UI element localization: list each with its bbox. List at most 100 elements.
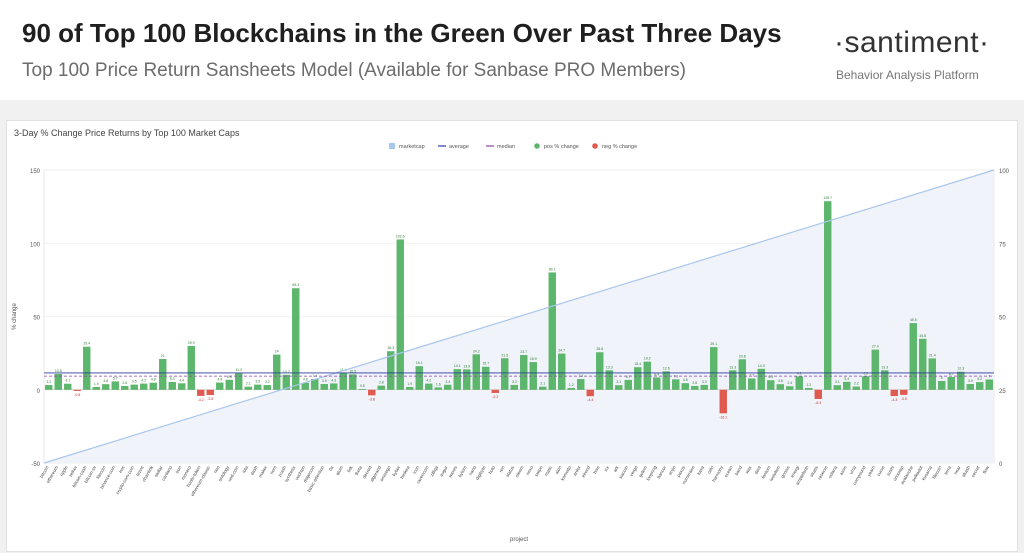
bar-data-label: 1.6 [436,382,441,386]
bar-data-label: 3.4 [445,380,450,384]
bar-positive [235,373,243,390]
x-category-label: ardor [572,465,582,477]
bar-data-label: 10.8 [55,369,62,373]
chart-title: 3-Day % Change Price Returns by Top 100 … [14,128,240,138]
x-category-label: waves [447,464,458,478]
bar-positive [653,377,661,390]
bar-positive [301,382,309,390]
bar-positive [216,382,224,390]
bar-data-label: 20.8 [739,354,746,358]
bar-data-label: 21.5 [501,353,508,357]
bar-data-label: 3.5 [255,380,260,384]
bar-positive [273,354,281,390]
x-category-label: solana [827,465,838,479]
bar-positive [786,386,794,390]
y-tick-label: 150 [30,169,41,175]
bar-data-label: 15.4 [634,362,641,366]
bar-data-label: 11.4 [340,368,347,372]
y2-tick-label: 0 [999,462,1003,468]
x-category-label: litecoin [95,465,107,480]
bar-positive [748,378,756,390]
x-category-label: eos [118,464,126,473]
bar-data-label: 4.1 [65,379,70,383]
bar-positive [691,385,699,390]
bar-data-label: 3.1 [616,380,621,384]
bar-data-label: 7.7 [749,373,754,377]
bar-data-label: 29.9 [188,341,195,345]
x-category-label: bancor [656,465,667,480]
bar-positive [909,323,917,390]
legend-label: median [497,144,515,150]
bar-data-label: 16.1 [416,361,423,365]
x-category-label: lisk [346,464,354,473]
x-category-label: enjin [668,465,677,476]
bar-positive [320,384,328,390]
bar-negative [890,389,898,397]
santiment-logo: ·santiment· [834,26,990,59]
x-category-label: matic [543,464,553,476]
bar-data-label: 24 [275,350,279,354]
bar-data-label: 2.6 [692,381,697,385]
bar-data-label: 4.4 [179,378,184,382]
x-category-label: tron [174,465,182,475]
bar-data-label: 3.9 [968,379,973,383]
bar-data-label: 0.5 [360,384,365,388]
bar-positive [292,288,300,390]
bar-data-label: -4.2 [198,398,204,402]
y-tick-label: 0 [37,389,41,395]
x-category-label: wax [744,464,753,474]
x-category-label: 0x [328,464,335,471]
bar-data-label: 6 [941,376,943,380]
bar-data-label: 9.1 [797,371,802,375]
header: 90 of Top 100 Blockchains in the Green O… [0,0,1024,100]
bar-positive [957,371,965,390]
bar-data-label: 3.3 [702,380,707,384]
bar-data-label: 18.9 [530,357,537,361]
bar-data-label: 4.2 [141,379,146,383]
x-category-label: ocean [723,465,734,479]
x-category-label: gnosis [780,464,791,478]
bar-data-label: 1.9 [407,382,412,386]
legend-swatch [534,143,540,149]
bar-positive [244,386,252,390]
legend-swatch [592,143,598,149]
bar-negative [719,389,727,414]
y-axis-title: % change [12,302,18,329]
bar-data-label: 15.7 [482,362,489,366]
bar-data-label: 27.4 [872,345,879,349]
bar-data-label: 3.2 [46,380,51,384]
bar-positive [140,383,148,390]
bar-positive [529,362,537,390]
bar-data-label: -4.3 [891,398,897,402]
bar-positive [776,384,784,390]
bar-data-label: 102.6 [396,234,405,238]
bar-data-label: 10.2 [283,370,290,374]
bar-data-label: 3.1 [835,380,840,384]
bar-data-label: 5.3 [170,377,175,381]
legend-label: average [449,144,469,150]
bar-data-label: 2.6 [122,381,127,385]
bar-positive [767,380,775,390]
x-category-label: near [953,465,962,476]
bar-data-label: 6.5 [768,375,773,379]
x-category-label: swipe [534,465,544,478]
bar-positive [130,384,138,390]
bar-data-label: -3.8 [369,397,375,401]
bar-positive [700,384,708,390]
x-category-label: yearn [866,465,876,478]
bar-data-label: 4.5 [683,378,688,382]
bar-positive [672,379,680,390]
x-category-label: nano [468,465,478,477]
bar-data-label: 3.8 [103,379,108,383]
legend-label: marketcap [399,144,425,150]
bar-data-label: 13.3 [729,365,736,369]
x-category-label: decred [361,465,372,480]
bar-positive [871,349,879,390]
bar-positive [548,272,556,390]
bar-positive [64,383,72,390]
bar-positive [102,384,110,390]
bar-data-label: 6.8 [227,375,232,379]
bar-positive [757,368,765,390]
x-category-label: zilliqa [429,465,439,478]
